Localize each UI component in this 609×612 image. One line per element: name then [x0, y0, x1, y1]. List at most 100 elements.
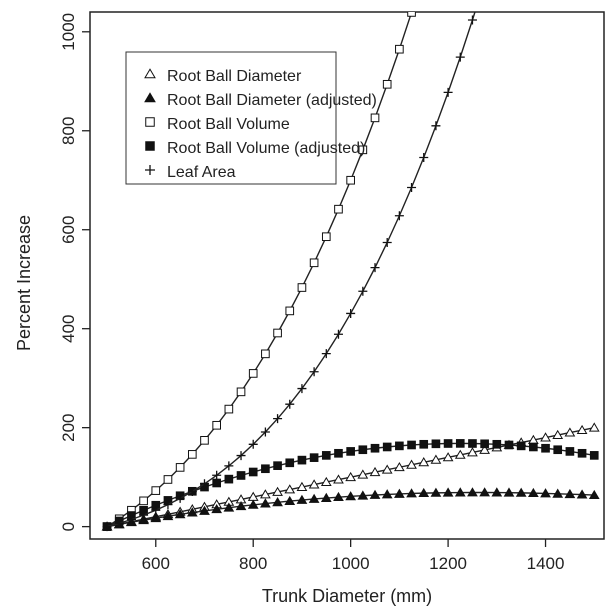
- data-point: [333, 491, 344, 502]
- data-point: [151, 486, 161, 495]
- data-point: [406, 488, 417, 498]
- data-point: [199, 479, 209, 489]
- data-point: [320, 492, 332, 502]
- data-point: [552, 429, 564, 440]
- data-point: [395, 44, 404, 54]
- data-point: [369, 489, 381, 499]
- data-point: [309, 258, 319, 268]
- x-tick-label: 1200: [429, 554, 467, 573]
- data-point: [162, 510, 174, 521]
- legend-items: Root Ball Diameter Root Ball Diameter (ad…: [144, 68, 377, 181]
- data-point: [381, 464, 393, 474]
- data-point: [540, 488, 551, 498]
- x-tick-label: 600: [142, 554, 170, 573]
- data-point: [273, 461, 282, 470]
- data-point: [187, 486, 197, 496]
- data-point: [454, 449, 466, 459]
- data-point: [394, 488, 405, 498]
- series-1: [101, 422, 600, 531]
- legend-box: [125, 51, 337, 185]
- data-point: [211, 503, 223, 514]
- data-point: [455, 52, 465, 62]
- data-point: [260, 427, 270, 437]
- data-point: [150, 512, 162, 523]
- plot-frame: [89, 11, 605, 540]
- data-point: [382, 442, 392, 452]
- legend-label: Root Ball Diameter: [167, 68, 302, 85]
- y-tick-label: 600: [59, 216, 78, 244]
- data-point: [552, 488, 564, 498]
- data-point: [443, 87, 453, 97]
- series-layer: [101, 12, 600, 532]
- data-point: [431, 121, 441, 131]
- data-point: [308, 479, 320, 489]
- data-point: [236, 451, 246, 461]
- data-point: [224, 474, 234, 484]
- legend-marker: [145, 141, 155, 151]
- x-tick-label: 1000: [332, 554, 370, 573]
- data-point: [284, 484, 296, 494]
- legend-label: Leaf Area: [167, 164, 236, 181]
- data-point: [430, 487, 442, 497]
- data-point: [454, 487, 466, 497]
- data-point: [261, 349, 270, 359]
- data-point: [358, 286, 368, 296]
- data-point: [467, 447, 478, 457]
- data-point: [346, 308, 356, 318]
- data-point: [479, 444, 491, 454]
- data-point: [358, 445, 368, 455]
- data-point: [540, 432, 551, 442]
- data-point: [503, 487, 515, 497]
- data-point: [175, 463, 185, 472]
- legend-label: Root Ball Volume: [167, 116, 290, 133]
- data-point: [358, 145, 368, 155]
- data-point: [442, 452, 454, 462]
- data-point: [236, 387, 246, 397]
- data-point: [382, 237, 392, 247]
- data-point: [309, 367, 319, 377]
- data-point: [224, 461, 234, 471]
- data-point: [479, 487, 491, 497]
- legend: Root Ball Diameter Root Ball Diameter (ad…: [125, 51, 377, 185]
- legend-marker: [144, 92, 156, 103]
- data-point: [285, 399, 295, 409]
- data-point: [588, 422, 600, 432]
- data-point: [467, 15, 477, 25]
- legend-marker: [145, 117, 155, 127]
- data-point: [334, 448, 343, 458]
- data-point: [236, 471, 246, 480]
- data-point: [174, 509, 186, 519]
- data-point: [357, 469, 369, 479]
- legend-marker: [144, 68, 156, 79]
- data-point: [247, 499, 259, 509]
- y-tick-label: 400: [59, 315, 78, 343]
- y-tick-label: 200: [59, 413, 78, 441]
- data-point: [126, 515, 136, 525]
- data-point: [260, 498, 271, 508]
- plot-area: [101, 12, 600, 532]
- data-point: [442, 487, 454, 497]
- data-point: [443, 439, 453, 448]
- data-point: [187, 450, 197, 459]
- data-point: [369, 466, 381, 477]
- data-point: [455, 439, 465, 448]
- data-point: [260, 489, 271, 499]
- data-point: [272, 497, 283, 507]
- data-point: [370, 263, 380, 273]
- data-point: [273, 328, 282, 338]
- y-tick-label: 800: [59, 117, 78, 145]
- data-point: [346, 175, 355, 185]
- data-point: [261, 464, 270, 474]
- data-point: [321, 349, 331, 359]
- x-axis-label: Trunk Diameter (mm): [262, 586, 432, 606]
- data-point: [285, 458, 295, 468]
- data-point: [468, 439, 477, 448]
- data-point: [273, 414, 283, 424]
- data-point: [370, 443, 380, 453]
- data-point: [529, 442, 538, 452]
- y-tick-label: 1000: [59, 13, 78, 51]
- data-point: [248, 369, 258, 378]
- data-point: [553, 445, 563, 455]
- data-point: [151, 505, 161, 515]
- data-point: [223, 502, 235, 512]
